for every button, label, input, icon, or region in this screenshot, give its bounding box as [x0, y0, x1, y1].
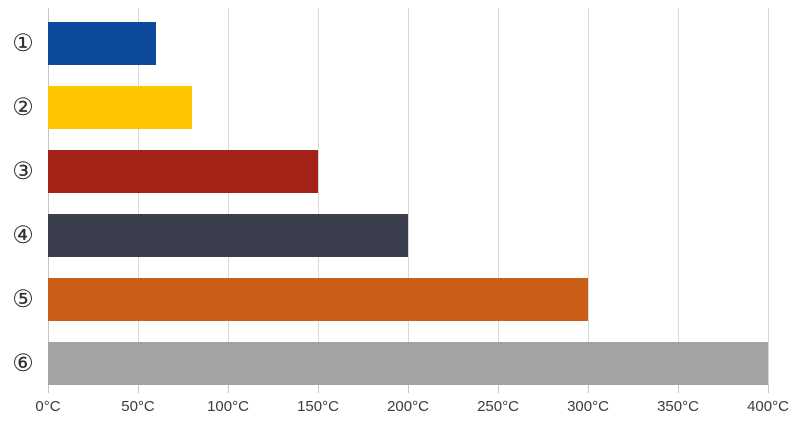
x-axis-tick-label: 250°C: [477, 398, 519, 415]
x-axis-tick-label: 100°C: [207, 398, 249, 415]
gridline: [228, 8, 229, 385]
x-axis-tick-label: 300°C: [567, 398, 609, 415]
category-label-3: ③: [12, 158, 34, 185]
x-axis-tick: [498, 385, 499, 393]
bar-category-1: [48, 22, 156, 65]
category-label-5: ⑤: [12, 286, 34, 313]
gridline: [768, 8, 769, 385]
category-label-6: ⑥: [12, 350, 34, 377]
x-axis-tick-label: 350°C: [657, 398, 699, 415]
x-axis-tick: [138, 385, 139, 393]
x-axis-tick-label: 400°C: [747, 398, 789, 415]
gridline: [498, 8, 499, 385]
category-label-4: ④: [12, 222, 34, 249]
gridline: [588, 8, 589, 385]
x-axis-tick: [228, 385, 229, 393]
x-axis-tick: [768, 385, 769, 393]
bar-category-2: [48, 86, 192, 129]
bar-category-5: [48, 278, 588, 321]
gridline: [408, 8, 409, 385]
y-axis-line: [48, 8, 49, 385]
x-axis-tick-label: 0°C: [35, 398, 61, 415]
x-axis-tick: [408, 385, 409, 393]
gridline: [678, 8, 679, 385]
gridline: [138, 8, 139, 385]
category-label-1: ①: [12, 30, 34, 57]
x-axis-tick-label: 200°C: [387, 398, 429, 415]
x-axis-tick: [318, 385, 319, 393]
category-label-2: ②: [12, 94, 34, 121]
bar-category-4: [48, 214, 408, 257]
x-axis-tick-label: 150°C: [297, 398, 339, 415]
bar-category-3: [48, 150, 318, 193]
bar-category-6: [48, 342, 768, 385]
x-axis-tick: [678, 385, 679, 393]
x-axis-tick-label: 50°C: [121, 398, 155, 415]
gridline: [318, 8, 319, 385]
plot-area: 0°C 50°C 100°C 150°C 200°C 250°C 300°C 350°C 400…: [35, 8, 789, 415]
x-axis-tick: [48, 385, 49, 393]
x-axis-tick: [588, 385, 589, 393]
